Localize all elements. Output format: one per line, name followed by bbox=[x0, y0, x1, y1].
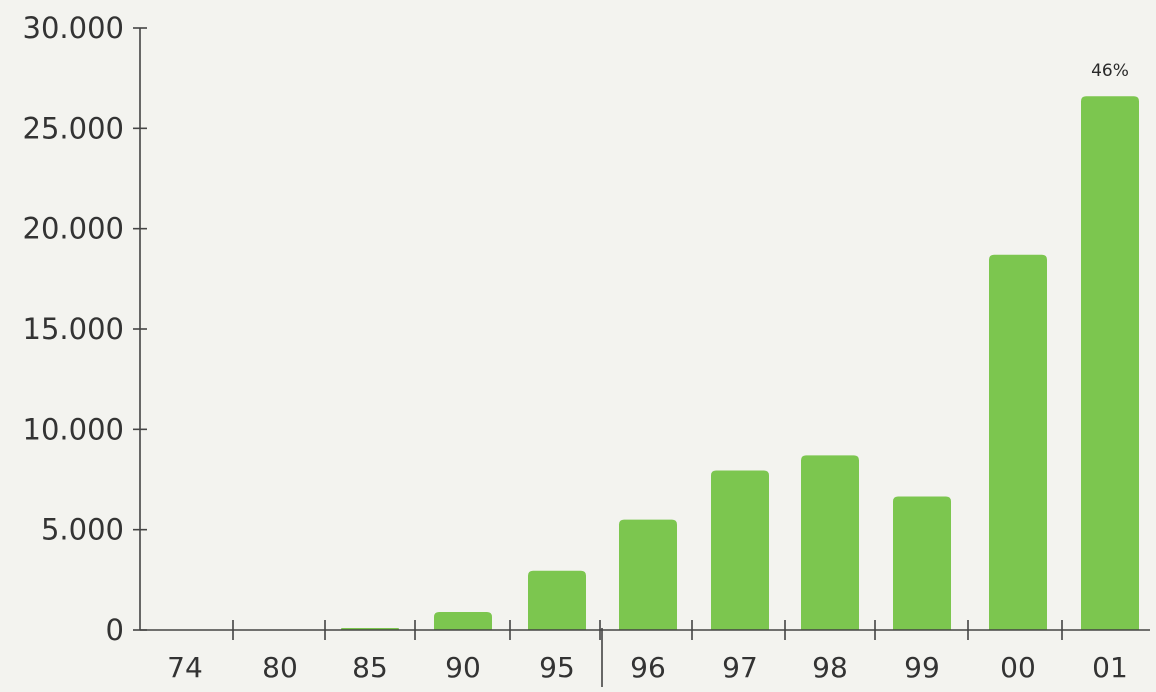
y-tick-label: 0 bbox=[106, 613, 124, 647]
bar-95 bbox=[528, 570, 586, 630]
bar-90 bbox=[434, 611, 492, 630]
bar-01 bbox=[1081, 96, 1139, 630]
bar-00 bbox=[989, 254, 1047, 630]
y-axis: 0 5.000 10.000 15.000 20.000 25.000 30.000 bbox=[23, 11, 147, 647]
x-tick-label: 98 bbox=[812, 651, 848, 684]
y-tick-label: 25.000 bbox=[23, 111, 124, 145]
bar-97 bbox=[711, 470, 769, 630]
y-tick-label: 5.000 bbox=[41, 513, 124, 547]
bar-96 bbox=[619, 519, 677, 630]
bars bbox=[341, 96, 1139, 630]
x-tick-label: 74 bbox=[167, 651, 203, 684]
x-tick-label: 97 bbox=[722, 651, 758, 684]
x-axis: 74 80 85 90 95 96 97 98 99 00 01 bbox=[140, 620, 1150, 687]
x-tick-label: 96 bbox=[630, 651, 666, 684]
bar-99 bbox=[893, 496, 951, 630]
x-tick-label: 95 bbox=[539, 651, 575, 684]
x-tick-label: 85 bbox=[352, 651, 388, 684]
y-tick-label: 20.000 bbox=[23, 212, 124, 246]
x-tick-label: 00 bbox=[1000, 651, 1036, 684]
x-tick-label: 90 bbox=[445, 651, 481, 684]
x-tick-label: 99 bbox=[904, 651, 940, 684]
bar-98 bbox=[801, 455, 859, 630]
y-tick-label: 30.000 bbox=[23, 11, 124, 45]
y-tick-label: 15.000 bbox=[23, 312, 124, 346]
annotations: 46% bbox=[1091, 61, 1129, 81]
x-tick-label: 01 bbox=[1092, 651, 1128, 684]
bar-annotation-label: 46% bbox=[1091, 61, 1129, 81]
x-tick-label: 80 bbox=[262, 651, 298, 684]
y-tick-label: 10.000 bbox=[23, 412, 124, 446]
